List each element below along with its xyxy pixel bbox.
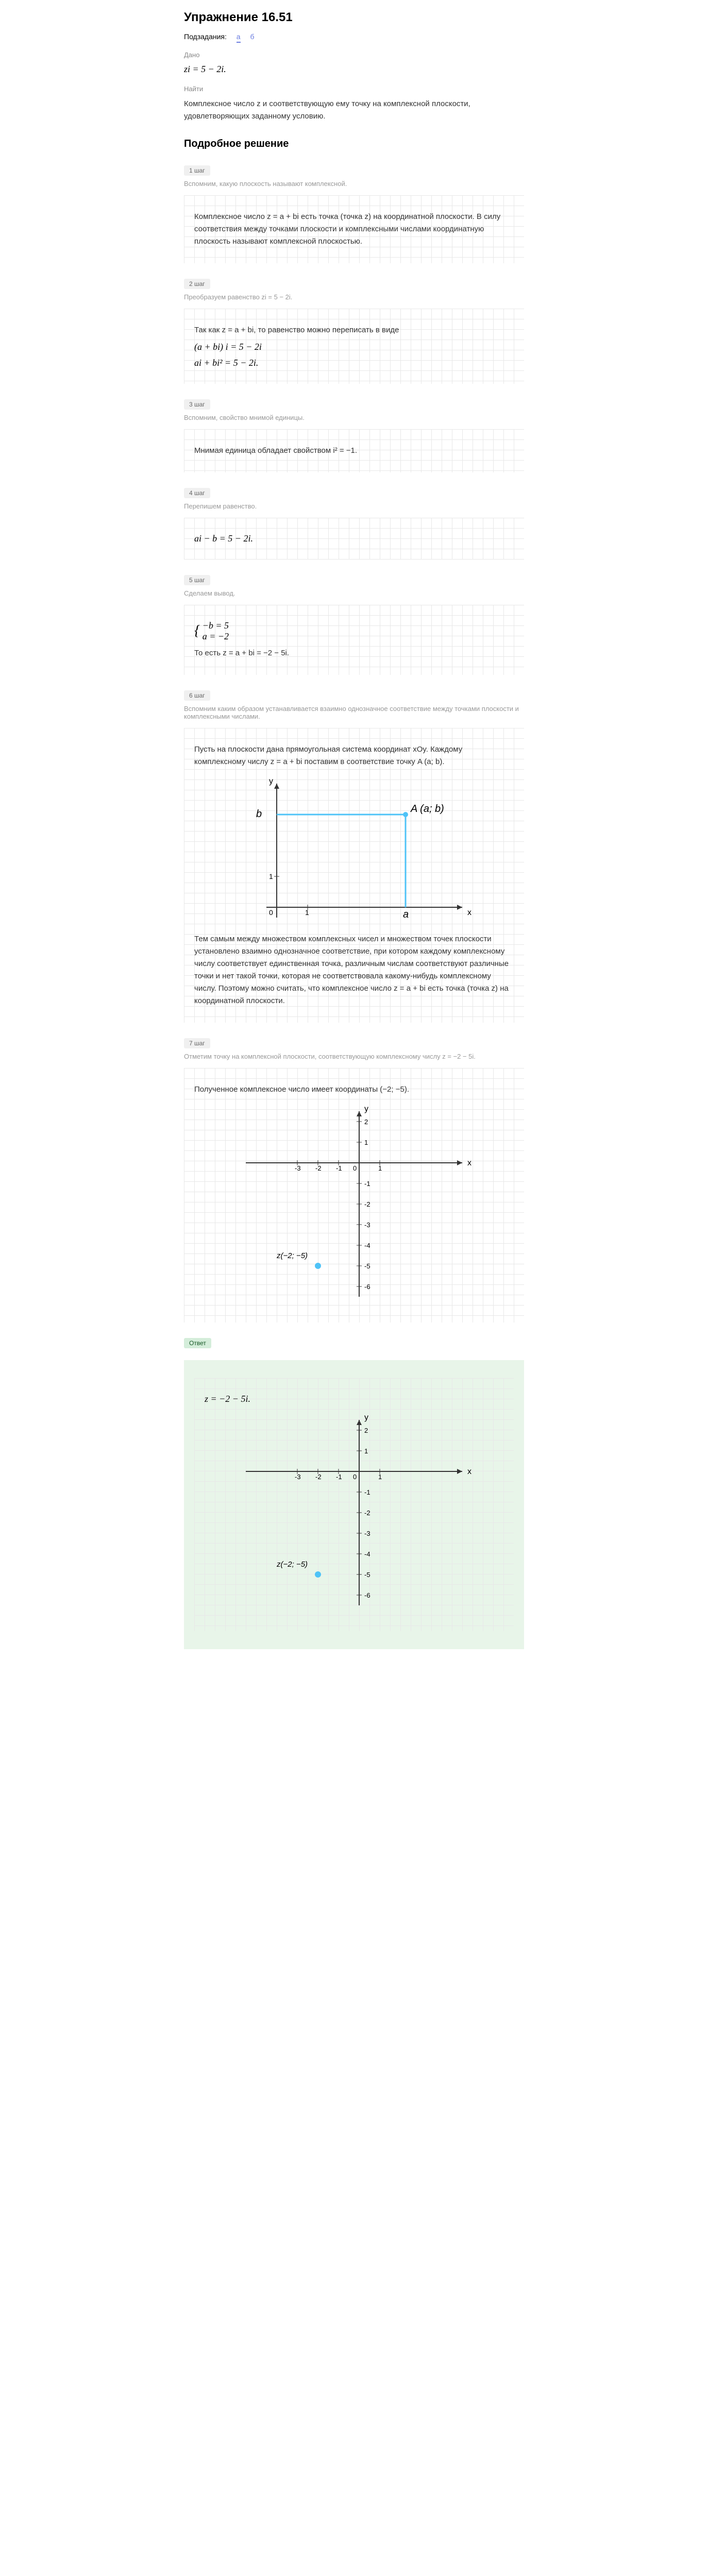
svg-text:-2: -2 (315, 1164, 322, 1172)
step2-text1: Так как z = a + bi, то равенство можно п… (194, 324, 514, 336)
find-text: Комплексное число z и соответствующую ем… (184, 98, 524, 123)
step5-system: { −b = 5 a = −2 (194, 620, 514, 642)
step6-text2: Тем самым между множеством комплексных ч… (194, 933, 514, 1007)
step4-badge: 4 шаг (184, 488, 210, 498)
svg-text:-1: -1 (364, 1180, 370, 1188)
answer-label: Ответ (184, 1338, 211, 1348)
subtask-b[interactable]: б (250, 32, 254, 41)
chart1-y1: 1 (269, 872, 273, 880)
svg-text:-3: -3 (364, 1221, 370, 1229)
step3-intro: Вспомним, свойство мнимой единицы. (184, 414, 524, 421)
chart1-Alabel: A (a; b) (410, 803, 444, 815)
svg-text:2: 2 (364, 1427, 368, 1434)
svg-text:0: 0 (353, 1473, 357, 1481)
svg-text:-6: -6 (364, 1591, 370, 1599)
svg-text:1: 1 (364, 1139, 368, 1146)
step3-text1: Мнимая единица обладает свойством i² = −… (194, 445, 514, 457)
subtask-a[interactable]: а (237, 32, 241, 43)
given-math: zi = 5 − 2i. (184, 64, 524, 75)
step7-badge: 7 шаг (184, 1038, 210, 1048)
svg-text:-5: -5 (364, 1262, 370, 1270)
chart1-x1: 1 (305, 908, 309, 917)
solution-heading: Подробное решение (184, 138, 524, 150)
chart1-xlabel: x (467, 908, 471, 917)
answer-math: z = −2 − 5i. (205, 1394, 503, 1404)
chart1-ylabel: y (269, 777, 273, 786)
chart1-origin: 0 (269, 908, 273, 917)
exercise-title: Упражнение 16.51 (184, 10, 524, 25)
svg-text:-2: -2 (364, 1509, 370, 1517)
svg-text:-1: -1 (336, 1164, 342, 1172)
chart1-alabel: a (403, 909, 409, 920)
step2-badge: 2 шаг (184, 279, 210, 289)
find-label: Найти (184, 85, 524, 93)
chart2-origin: 0 (353, 1164, 357, 1172)
chart1-svg: x y 0 1 1 b a A (a; b) (225, 773, 483, 928)
svg-text:1: 1 (378, 1473, 382, 1481)
step2-math1: (a + bi) i = 5 − 2i (194, 342, 514, 352)
chart2-ylabel: y (364, 1105, 368, 1113)
step5-system-line1: −b = 5 (203, 620, 229, 631)
svg-text:-5: -5 (364, 1571, 370, 1579)
svg-text:-2: -2 (315, 1473, 322, 1481)
svg-text:-2: -2 (364, 1200, 370, 1208)
step6-text1: Пусть на плоскости дана прямоугольная си… (194, 743, 514, 768)
svg-text:-3: -3 (295, 1473, 301, 1481)
subtasks-row: Подзадания: а б (184, 32, 524, 41)
svg-text:-6: -6 (364, 1283, 370, 1291)
step5-system-line2: a = −2 (203, 631, 229, 642)
step1-badge: 1 шаг (184, 165, 210, 176)
step1-text1: Комплексное число z = a + bi есть точка … (194, 211, 514, 248)
step5-badge: 5 шаг (184, 575, 210, 585)
step6-badge: 6 шаг (184, 690, 210, 701)
step7-intro: Отметим точку на комплексной плоскости, … (184, 1053, 524, 1060)
svg-text:2: 2 (364, 1118, 368, 1126)
svg-text:y: y (364, 1413, 368, 1422)
step5-intro: Сделаем вывод. (184, 589, 524, 597)
step4-math1: ai − b = 5 − 2i. (194, 533, 514, 544)
svg-text:-3: -3 (364, 1530, 370, 1537)
step6-intro: Вспомним каким образом устанавливается в… (184, 705, 524, 720)
step2-math2: ai + bi² = 5 − 2i. (194, 358, 514, 368)
step1-intro: Вспомним, какую плоскость называют компл… (184, 180, 524, 188)
step7-text1: Полученное комплексное число имеет коорд… (194, 1083, 514, 1096)
given-label: Дано (184, 51, 524, 59)
chart2-zlabel: z(−2; −5) (276, 1251, 308, 1260)
svg-text:-4: -4 (364, 1242, 370, 1249)
svg-text:-1: -1 (364, 1488, 370, 1496)
svg-text:-3: -3 (295, 1164, 301, 1172)
step3-badge: 3 шаг (184, 399, 210, 410)
answer-chart-svg: x y 0 -3 -2 -1 1 1 2 -1 -2 -3 -4 -5 -6 z… (225, 1410, 483, 1616)
chart2-xlabel: x (467, 1159, 471, 1167)
chart2-svg: x y 0 -3 -2 -1 1 1 2 -1 -2 -3 -4 -5 -6 z… (225, 1101, 483, 1307)
svg-text:x: x (467, 1467, 471, 1476)
subtasks-label: Подзадания: (184, 32, 227, 41)
svg-text:1: 1 (378, 1164, 382, 1172)
chart1-blabel: b (256, 808, 262, 820)
svg-text:1: 1 (364, 1447, 368, 1455)
step2-intro: Преобразуем равенство zi = 5 − 2i. (184, 293, 524, 301)
svg-text:-1: -1 (336, 1473, 342, 1481)
step5-result: То есть z = a + bi = −2 − 5i. (194, 647, 514, 659)
svg-text:-4: -4 (364, 1550, 370, 1558)
step4-intro: Перепишем равенство. (184, 502, 524, 510)
svg-text:z(−2; −5): z(−2; −5) (276, 1560, 308, 1569)
